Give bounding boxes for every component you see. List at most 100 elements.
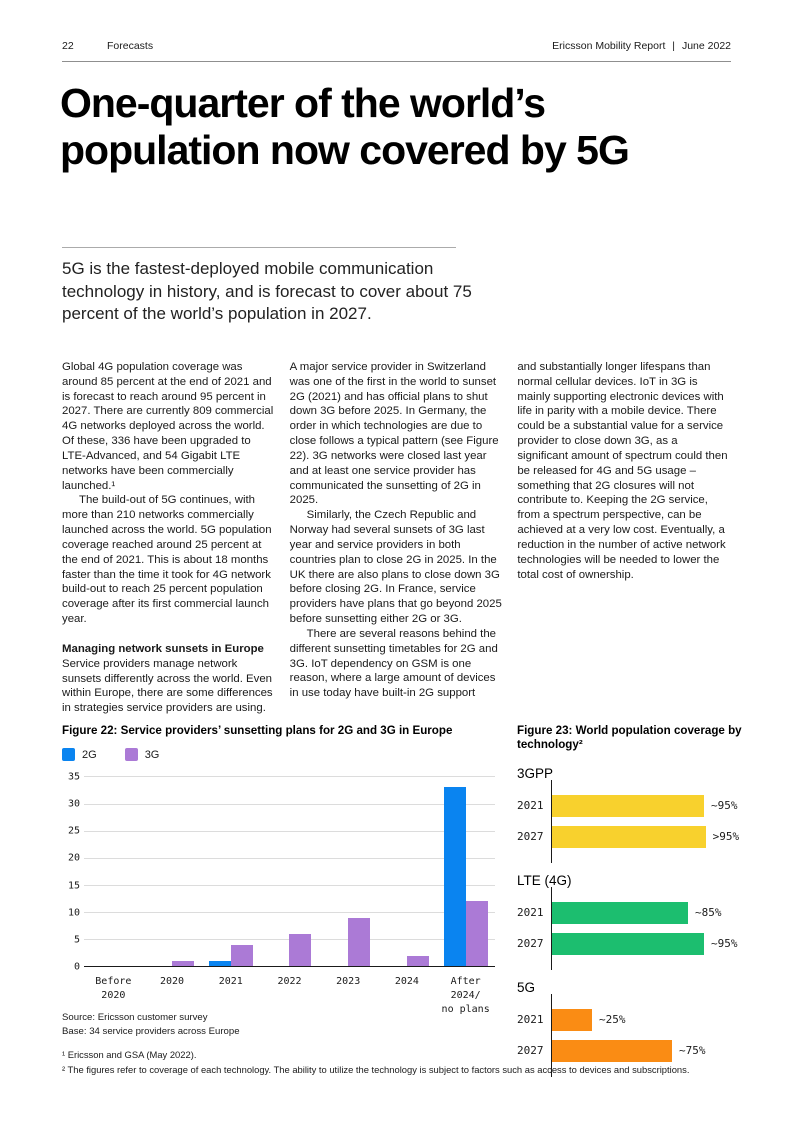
gridline-y30: 30 xyxy=(68,799,495,810)
bar-rows: 2021 ~25% 2027 ~75% xyxy=(517,993,757,1077)
bar-2g-7 xyxy=(443,787,466,967)
figure22-plot: 0 5 10 15 20 25 30 35 Before 2020 2020 2021 2022 202… xyxy=(68,771,495,1015)
technology-label: LTE (4G) xyxy=(517,872,572,888)
figure22-title: Figure 22: Service providers’ sunsetting… xyxy=(62,724,453,737)
report-title: Ericsson Mobility Report xyxy=(552,40,666,52)
x-axis-tick-label: 2024 xyxy=(394,976,419,988)
bar-3g-4 xyxy=(289,933,312,967)
coverage-value-label: ~95% xyxy=(711,937,738,951)
bar-group-2 xyxy=(143,777,202,967)
lede-rule xyxy=(62,247,456,248)
paragraph: There are several reasons behind the dif… xyxy=(289,627,498,700)
gridline-y25: 25 xyxy=(68,826,495,837)
footnote-2: ² The figures refer to coverage of each … xyxy=(62,1063,690,1075)
x-axis-tick-label: After 2024/ no plans xyxy=(441,976,490,1016)
figure22-legend: 2G 3G xyxy=(62,748,495,762)
legend-item-3g: 3G xyxy=(124,748,160,762)
gridline-y0: 0 xyxy=(74,961,495,972)
figure22-base: Base: 34 service providers across Europe xyxy=(62,1026,240,1038)
technology-label: 3GPP xyxy=(517,765,554,781)
header-right: Ericsson Mobility Report | June 2022 xyxy=(548,40,731,52)
y-axis-tick-label: 15 xyxy=(67,880,80,892)
headline: One-quarter of the world’s population no… xyxy=(60,80,630,174)
y-axis-tick-label: 5 xyxy=(73,934,80,946)
page-number: 22 xyxy=(62,40,74,52)
figure23-groups: 3GPP 2021 ~95% 2027 >95% LTE (4G) 2021 ~85% 2027… xyxy=(517,765,757,1077)
body-column-3: and substantially longer lifespans than … xyxy=(517,360,731,716)
body-columns: Global 4G population coverage was around… xyxy=(62,360,731,716)
paragraph: Global 4G population coverage was around… xyxy=(62,361,274,492)
coverage-bar xyxy=(552,825,706,848)
figure22-source: Source: Ericsson customer survey xyxy=(62,1012,208,1024)
paragraph: and substantially longer lifespans than … xyxy=(517,361,728,581)
bar-row-2027: 2027 >95% xyxy=(517,825,757,848)
figure-22: Figure 22: Service providers’ sunsetting… xyxy=(62,724,495,1039)
bar-3g-3 xyxy=(230,944,253,967)
figure23-section-lte4g: LTE (4G) 2021 ~85% 2027 ~95% xyxy=(517,872,757,970)
figure22-plot-area: 0 5 10 15 20 25 30 35 Before 2020 2020 2021 2022 202… xyxy=(62,771,495,1015)
x-axis-tick-label: 2022 xyxy=(277,976,302,988)
bar-group-6 xyxy=(378,777,437,967)
coverage-value-label: ~75% xyxy=(679,1044,706,1058)
year-label: 2021 xyxy=(517,1013,544,1027)
gridline-y20: 20 xyxy=(68,853,495,864)
bar-rows: 2021 ~85% 2027 ~95% xyxy=(517,886,757,970)
bar-group-4 xyxy=(260,777,319,967)
bar-group-5 xyxy=(319,777,378,967)
subheading: Managing network sunsets in Europe xyxy=(62,642,264,655)
paragraph: A major service provider in Switzerland … xyxy=(289,361,499,507)
coverage-bar xyxy=(552,932,704,955)
gridline-y10: 10 xyxy=(68,907,495,918)
y-axis-tick-label: 0 xyxy=(73,961,80,973)
bar-3g-2 xyxy=(172,961,195,967)
bar-row-2021: 2021 ~85% xyxy=(517,901,757,924)
lede-text: 5G is the fastest-deployed mobile commun… xyxy=(62,259,472,324)
paragraph: The build-out of 5G continues, with more… xyxy=(62,494,272,626)
coverage-bar xyxy=(552,1008,592,1031)
bar-group-3 xyxy=(201,777,260,967)
report-issue: June 2022 xyxy=(681,40,731,52)
figure23-title: Figure 23: World population coverage by … xyxy=(517,724,742,752)
footnotes: ¹ Ericsson and GSA (May 2022). ² The fig… xyxy=(62,1048,753,1077)
paragraph: Similarly, the Czech Republic and Norway… xyxy=(289,509,502,626)
legend-label-3g: 3G xyxy=(144,748,160,761)
y-axis-tick-label: 10 xyxy=(67,907,80,919)
bar-row-2027: 2027 ~95% xyxy=(517,932,757,955)
x-axis-tick-label: 2023 xyxy=(336,976,361,988)
y-axis-tick-label: 20 xyxy=(67,852,80,864)
bar-group-1 xyxy=(84,777,143,966)
legend-item-2g: 2G xyxy=(62,748,97,762)
coverage-value-label: >95% xyxy=(712,830,740,844)
coverage-bar xyxy=(552,1039,672,1062)
coverage-bar xyxy=(552,901,688,924)
year-label: 2021 xyxy=(517,906,544,920)
coverage-value-label: ~95% xyxy=(711,799,738,813)
bar-rows: 2021 ~95% 2027 >95% xyxy=(517,779,757,863)
body-column-2: A major service provider in Switzerland … xyxy=(290,360,504,716)
bar-row-2027: 2027 ~75% xyxy=(517,1039,757,1062)
figure-23: Figure 23: World population coverage by … xyxy=(517,724,757,1077)
figure22-source-block: Source: Ericsson customer survey Base: 3… xyxy=(62,1011,495,1039)
coverage-value-label: ~25% xyxy=(599,1013,626,1027)
legend-swatch-2g xyxy=(62,748,75,762)
gridline-y35: 35 xyxy=(68,771,495,782)
paragraph: Service providers manage network sunsets… xyxy=(62,657,273,715)
x-axis-tick-label: 2021 xyxy=(218,976,243,988)
bar-3g-6 xyxy=(406,955,429,967)
legend-label-2g: 2G xyxy=(82,748,97,761)
coverage-value-label: ~85% xyxy=(695,906,722,920)
x-axis-tick-label: Before 2020 xyxy=(95,976,132,1002)
year-label: 2027 xyxy=(517,830,544,844)
page-header: 22 Forecasts Ericsson Mobility Report | … xyxy=(62,40,731,62)
bar-row-2021: 2021 ~25% xyxy=(517,1008,757,1031)
footnote-1: ¹ Ericsson and GSA (May 2022). xyxy=(62,1049,197,1060)
bar-group-7 xyxy=(436,777,495,967)
technology-label: 5G xyxy=(517,979,536,995)
figure23-section-5g: 5G 2021 ~25% 2027 ~75% xyxy=(517,979,757,1077)
legend-swatch-3g xyxy=(124,748,138,762)
x-axis-tick-label: 2020 xyxy=(160,976,185,988)
y-axis-tick-label: 25 xyxy=(67,825,80,837)
header-divider: | xyxy=(672,40,676,52)
year-label: 2027 xyxy=(517,937,544,951)
